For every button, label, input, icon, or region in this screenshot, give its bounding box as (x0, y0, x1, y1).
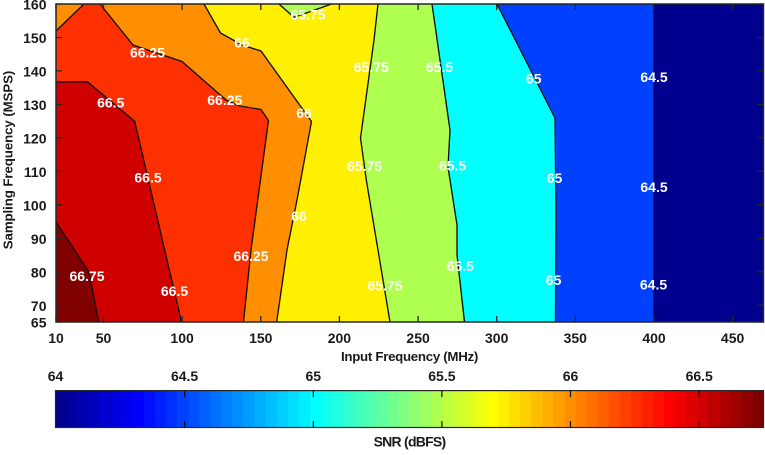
svg-text:66: 66 (291, 208, 307, 224)
svg-text:140: 140 (23, 64, 47, 80)
svg-text:Sampling Frequency (MSPS): Sampling Frequency (MSPS) (1, 71, 16, 250)
svg-text:65: 65 (546, 272, 562, 288)
svg-text:65.75: 65.75 (347, 158, 382, 174)
svg-text:66: 66 (563, 368, 579, 384)
svg-text:Input Frequency (MHz): Input Frequency (MHz) (341, 349, 478, 364)
svg-text:100: 100 (170, 330, 194, 346)
svg-text:80: 80 (31, 264, 47, 280)
svg-text:65: 65 (547, 170, 563, 186)
svg-text:250: 250 (406, 330, 430, 346)
svg-text:110: 110 (24, 164, 47, 180)
svg-text:450: 450 (721, 330, 745, 346)
svg-text:10: 10 (48, 330, 64, 346)
svg-text:130: 130 (23, 97, 47, 113)
svg-text:64.5: 64.5 (640, 69, 667, 85)
svg-text:65.5: 65.5 (426, 59, 453, 75)
svg-text:66: 66 (296, 105, 312, 121)
svg-text:160: 160 (23, 0, 47, 13)
svg-text:SNR (dBFS): SNR (dBFS) (374, 433, 446, 449)
svg-text:64.5: 64.5 (171, 368, 198, 384)
svg-text:65.75: 65.75 (354, 59, 389, 75)
svg-text:65.5: 65.5 (447, 258, 474, 274)
svg-text:65: 65 (31, 315, 47, 331)
svg-text:66: 66 (234, 35, 250, 51)
svg-text:66.25: 66.25 (207, 92, 242, 108)
svg-text:66.25: 66.25 (130, 44, 165, 60)
svg-text:90: 90 (31, 231, 47, 247)
svg-text:64.5: 64.5 (640, 179, 667, 195)
svg-text:66.25: 66.25 (233, 248, 268, 264)
svg-text:66.5: 66.5 (134, 169, 161, 185)
svg-text:350: 350 (564, 330, 588, 346)
svg-text:66.5: 66.5 (686, 368, 713, 384)
svg-text:100: 100 (23, 197, 47, 213)
svg-text:70: 70 (31, 298, 47, 314)
svg-text:65: 65 (306, 368, 322, 384)
svg-text:64: 64 (48, 368, 64, 384)
svg-text:400: 400 (642, 330, 666, 346)
svg-text:65: 65 (526, 70, 542, 86)
svg-text:150: 150 (23, 30, 47, 46)
svg-text:300: 300 (485, 330, 509, 346)
svg-text:64.5: 64.5 (640, 276, 667, 292)
svg-text:65.75: 65.75 (290, 6, 325, 22)
svg-text:65.75: 65.75 (367, 277, 402, 293)
svg-text:50: 50 (96, 330, 112, 346)
svg-text:65.5: 65.5 (428, 368, 455, 384)
svg-text:200: 200 (328, 330, 352, 346)
svg-text:66.5: 66.5 (161, 283, 188, 299)
svg-text:120: 120 (23, 131, 47, 147)
svg-text:66.5: 66.5 (97, 94, 124, 110)
svg-text:66.75: 66.75 (69, 268, 104, 284)
svg-text:150: 150 (249, 330, 273, 346)
svg-text:65.5: 65.5 (439, 157, 466, 173)
